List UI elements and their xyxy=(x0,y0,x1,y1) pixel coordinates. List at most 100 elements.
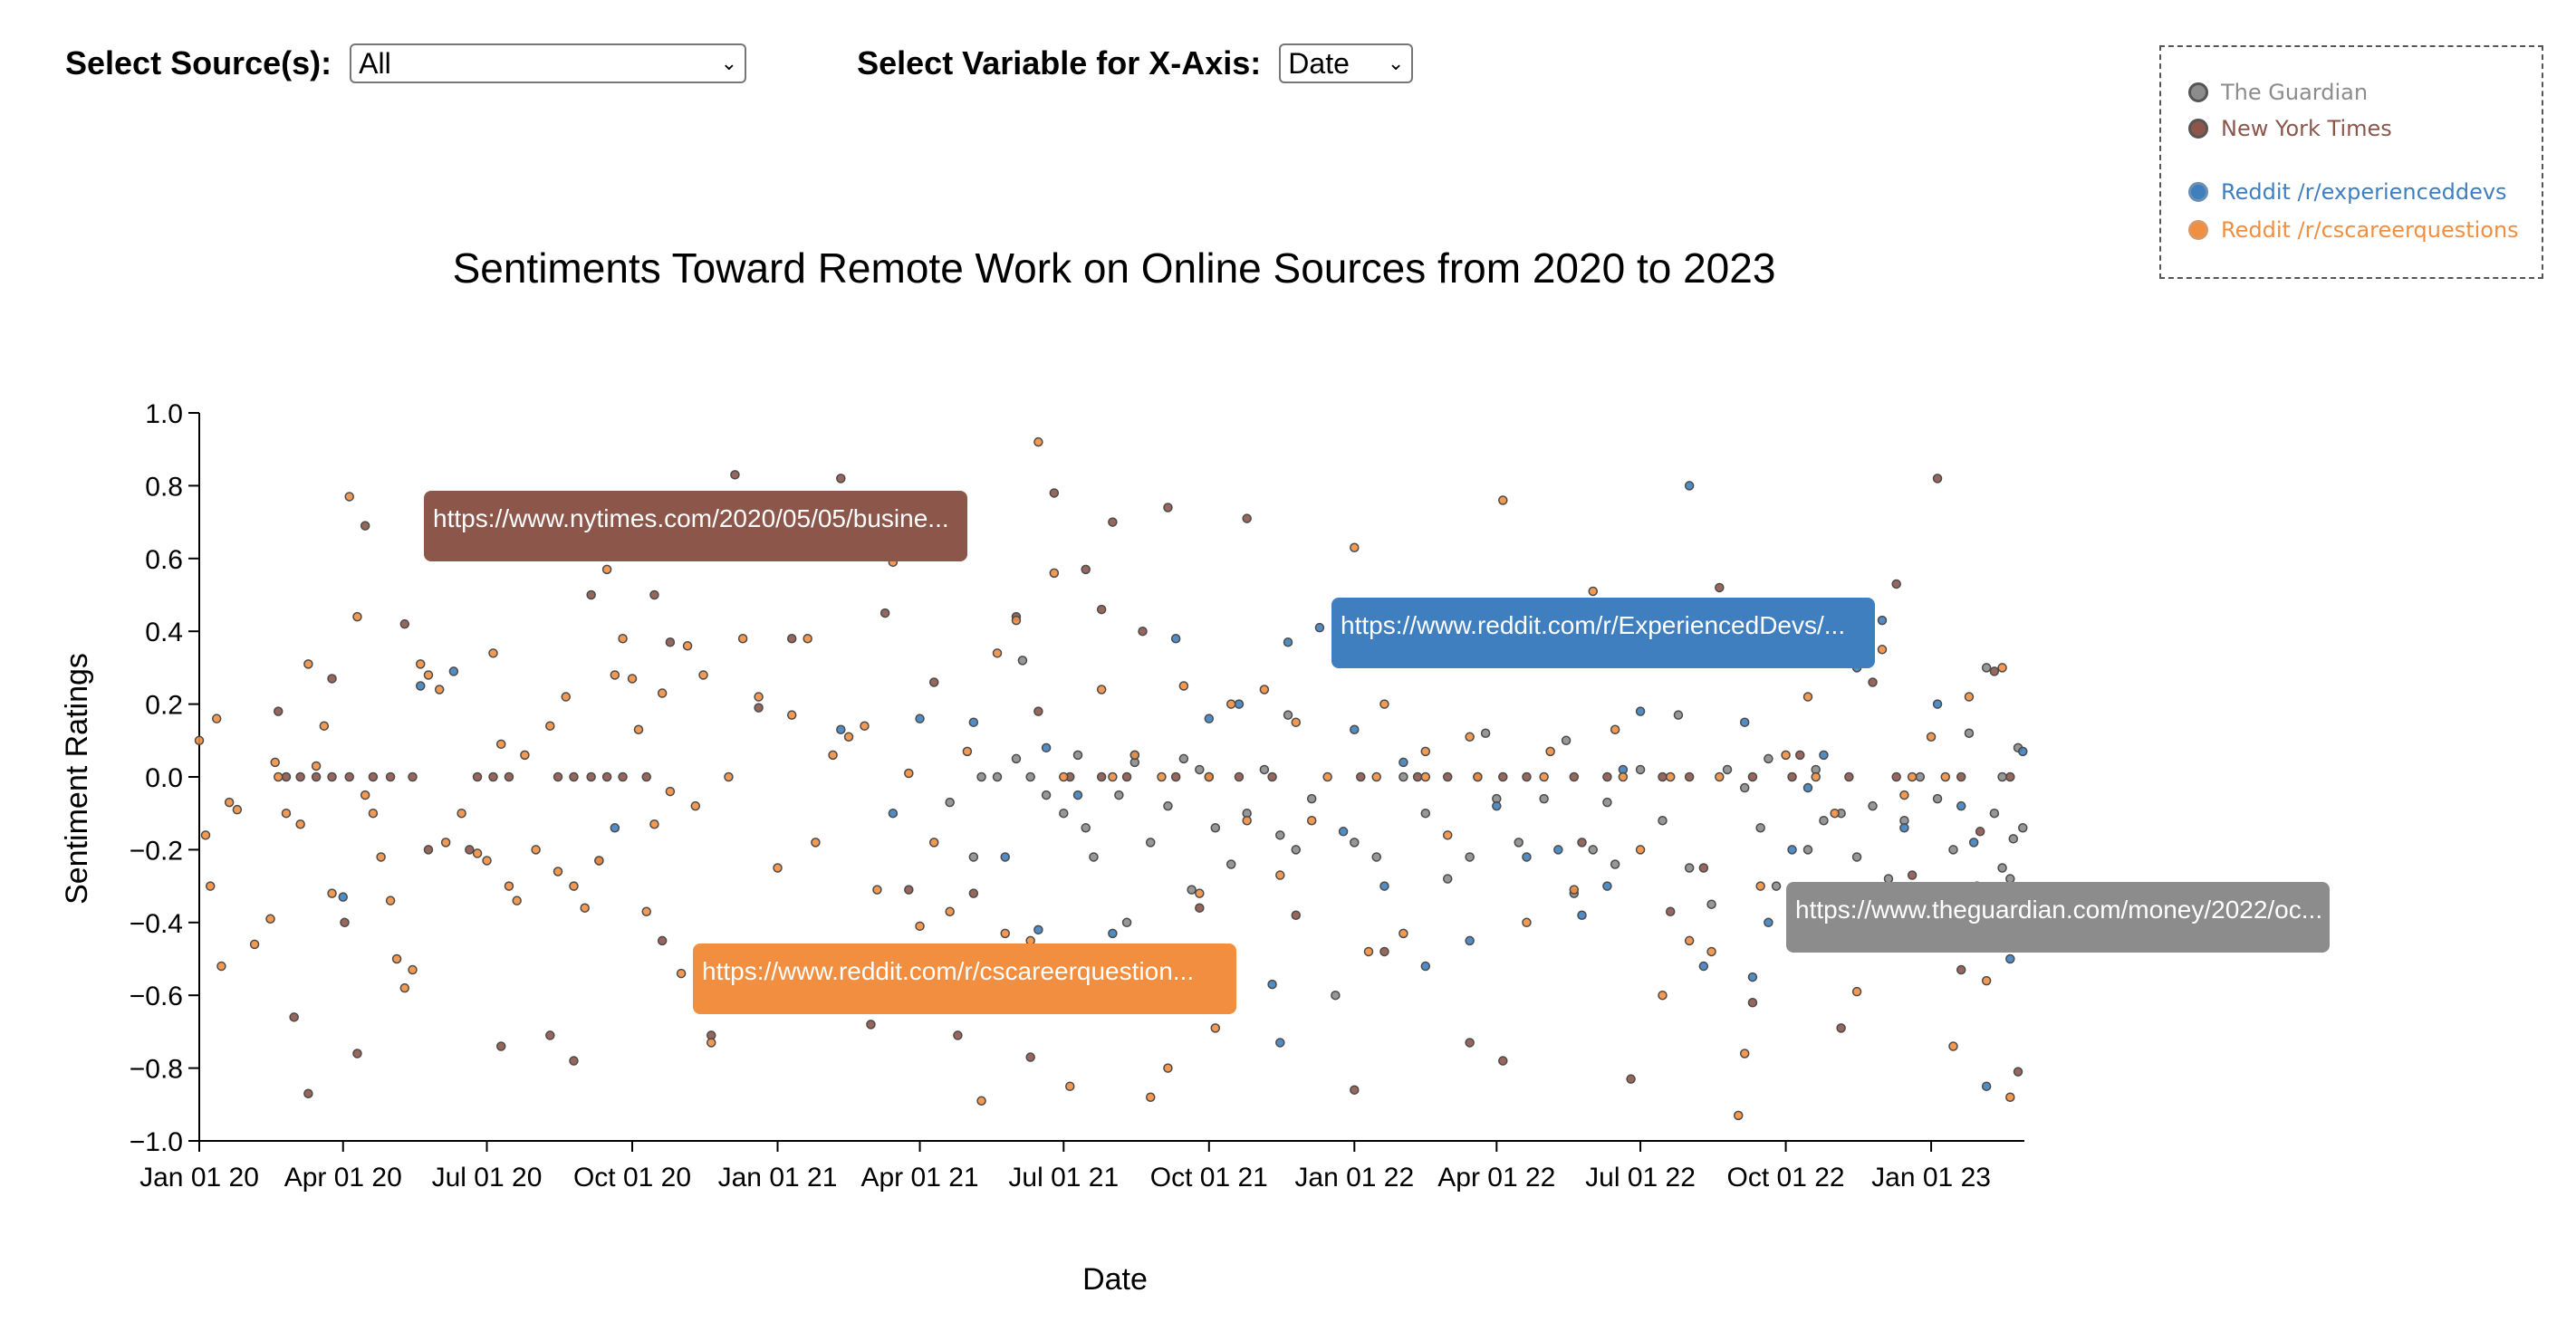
data-point-guardian[interactable] xyxy=(1868,800,1878,811)
data-point-nyt[interactable] xyxy=(399,618,410,629)
data-point-cscareer[interactable] xyxy=(698,670,708,680)
data-point-exp_devs[interactable] xyxy=(1819,750,1829,761)
data-point-nyt[interactable] xyxy=(465,845,475,855)
data-point-cscareer[interactable] xyxy=(1498,495,1508,505)
data-point-cscareer[interactable] xyxy=(303,659,313,669)
data-point-cscareer[interactable] xyxy=(872,885,882,895)
data-point-nyt[interactable] xyxy=(303,1088,313,1098)
data-point-guardian[interactable] xyxy=(1306,793,1317,804)
data-point-cscareer[interactable] xyxy=(1610,724,1620,734)
data-point-cscareer[interactable] xyxy=(682,641,693,651)
data-point-guardian[interactable] xyxy=(945,797,955,808)
data-point-cscareer[interactable] xyxy=(1363,946,1374,957)
data-point-exp_devs[interactable] xyxy=(1379,881,1389,891)
data-point-nyt[interactable] xyxy=(1379,946,1389,957)
data-point-guardian[interactable] xyxy=(1997,771,2007,782)
data-point-cscareer[interactable] xyxy=(376,852,386,862)
data-point-cscareer[interactable] xyxy=(1399,928,1408,939)
data-point-nyt[interactable] xyxy=(368,771,379,782)
data-point-nyt[interactable] xyxy=(968,888,979,898)
data-point-cscareer[interactable] xyxy=(1733,1110,1744,1121)
data-point-cscareer[interactable] xyxy=(1259,685,1270,695)
data-point-cscareer[interactable] xyxy=(385,896,396,905)
data-point-cscareer[interactable] xyxy=(601,564,612,575)
data-point-cscareer[interactable] xyxy=(860,721,870,731)
data-point-guardian[interactable] xyxy=(1059,808,1069,819)
data-point-guardian[interactable] xyxy=(1981,663,1992,673)
data-point-nyt[interactable] xyxy=(569,771,579,782)
data-point-cscareer[interactable] xyxy=(1210,1023,1221,1033)
data-point-exp_devs[interactable] xyxy=(1072,790,1083,800)
data-point-cscareer[interactable] xyxy=(676,968,687,979)
data-point-nyt[interactable] xyxy=(1096,771,1107,782)
data-point-exp_devs[interactable] xyxy=(1787,845,1797,855)
data-point-cscareer[interactable] xyxy=(1465,732,1475,742)
legend-item-cscareerquestions[interactable]: Reddit /r/cscareerquestions xyxy=(2188,217,2519,243)
data-point-cscareer[interactable] xyxy=(200,830,211,840)
data-point-cscareer[interactable] xyxy=(1473,771,1483,782)
data-point-exp_devs[interactable] xyxy=(610,823,620,833)
data-point-guardian[interactable] xyxy=(1883,874,1894,884)
data-point-guardian[interactable] xyxy=(1291,845,1301,855)
data-point-guardian[interactable] xyxy=(1041,790,1052,800)
data-point-exp_devs[interactable] xyxy=(1956,800,1966,811)
data-point-cscareer[interactable] xyxy=(928,838,939,848)
data-point-nyt[interactable] xyxy=(327,771,337,782)
data-point-cscareer[interactable] xyxy=(1065,1081,1075,1091)
data-point-exp_devs[interactable] xyxy=(1338,827,1349,837)
data-point-guardian[interactable] xyxy=(1399,771,1408,782)
data-point-cscareer[interactable] xyxy=(1522,917,1532,928)
data-point-cscareer[interactable] xyxy=(1108,771,1118,782)
data-point-cscareer[interactable] xyxy=(724,771,734,782)
data-point-nyt[interactable] xyxy=(1267,771,1277,782)
data-point-cscareer[interactable] xyxy=(1658,990,1668,1001)
data-point-nyt[interactable] xyxy=(1081,564,1091,575)
data-point-nyt[interactable] xyxy=(1138,626,1148,637)
data-point-cscareer[interactable] xyxy=(495,739,506,750)
data-point-cscareer[interactable] xyxy=(1851,986,1862,997)
data-point-nyt[interactable] xyxy=(545,1030,555,1040)
data-point-cscareer[interactable] xyxy=(1033,436,1043,447)
data-point-cscareer[interactable] xyxy=(1306,815,1317,826)
data-point-nyt[interactable] xyxy=(281,771,292,782)
data-point-guardian[interactable] xyxy=(1673,710,1684,720)
data-point-exp_devs[interactable] xyxy=(1033,924,1043,935)
data-point-cscareer[interactable] xyxy=(553,867,563,877)
data-point-cscareer[interactable] xyxy=(1242,815,1252,826)
data-point-cscareer[interactable] xyxy=(1588,586,1598,597)
data-point-nyt[interactable] xyxy=(1121,771,1132,782)
data-point-cscareer[interactable] xyxy=(440,838,451,848)
data-point-cscareer[interactable] xyxy=(641,906,651,916)
data-point-guardian[interactable] xyxy=(1114,790,1124,800)
data-point-cscareer[interactable] xyxy=(368,808,379,819)
data-point-cscareer[interactable] xyxy=(1379,699,1389,709)
data-point-nyt[interactable] xyxy=(1844,771,1854,782)
data-point-guardian[interactable] xyxy=(1163,800,1173,811)
data-point-cscareer[interactable] xyxy=(649,819,659,829)
data-point-guardian[interactable] xyxy=(968,852,979,862)
data-point-cscareer[interactable] xyxy=(2005,1092,2015,1103)
data-point-nyt[interactable] xyxy=(273,706,284,716)
data-point-cscareer[interactable] xyxy=(1000,928,1010,939)
data-point-exp_devs[interactable] xyxy=(968,717,979,727)
data-point-cscareer[interactable] xyxy=(1926,732,1937,742)
data-point-exp_devs[interactable] xyxy=(338,892,349,902)
data-point-cscareer[interactable] xyxy=(1350,542,1360,552)
data-point-cscareer[interactable] xyxy=(618,633,628,644)
data-point-cscareer[interactable] xyxy=(811,838,821,848)
data-point-guardian[interactable] xyxy=(1539,793,1549,804)
data-point-exp_devs[interactable] xyxy=(888,808,899,819)
data-point-nyt[interactable] xyxy=(488,771,498,782)
data-point-nyt[interactable] xyxy=(1975,827,1985,837)
data-point-nyt[interactable] xyxy=(344,771,354,782)
data-point-cscareer[interactable] xyxy=(1907,771,1918,782)
data-point-cscareer[interactable] xyxy=(270,757,280,768)
data-point-cscareer[interactable] xyxy=(828,750,838,761)
data-point-guardian[interactable] xyxy=(976,771,986,782)
data-point-nyt[interactable] xyxy=(1658,771,1668,782)
data-point-cscareer[interactable] xyxy=(1145,1092,1156,1103)
data-point-cscareer[interactable] xyxy=(216,961,226,972)
data-point-nyt[interactable] xyxy=(1836,1023,1846,1033)
data-point-exp_devs[interactable] xyxy=(415,681,426,691)
data-point-cscareer[interactable] xyxy=(1442,830,1453,840)
